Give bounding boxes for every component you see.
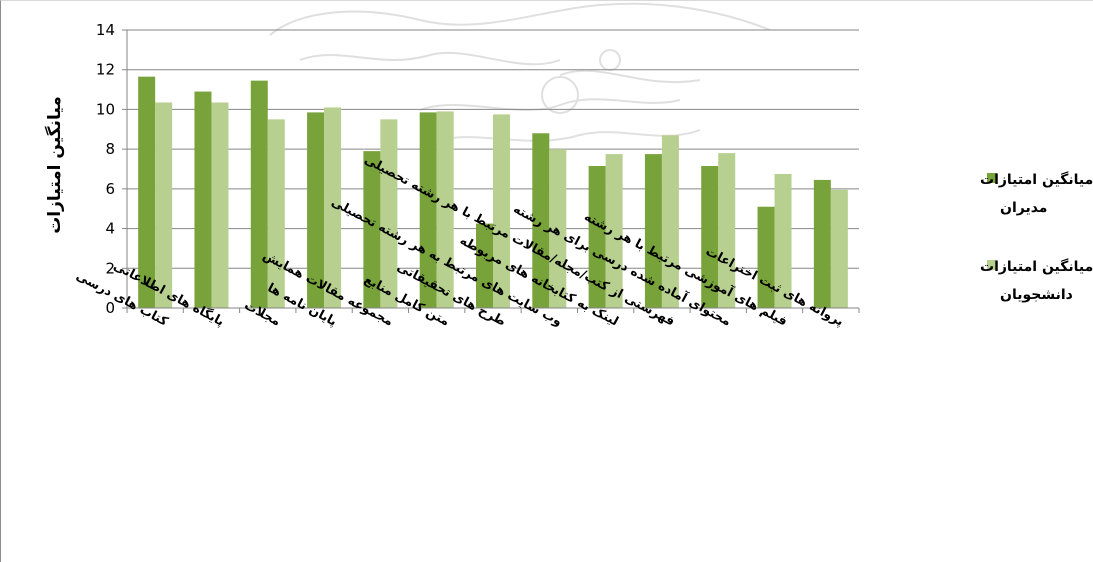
legend-label-2-line-2: دانشجویان	[1000, 287, 1073, 303]
bar-series-2	[493, 114, 510, 309]
legend-label-2-line-1: میانگین امتیازات	[980, 258, 1093, 275]
bar-series-2	[436, 111, 454, 309]
y-tick-label: 12	[96, 61, 115, 79]
legend: میانگین امتیازات مدیران میانگین امتیازات دا…	[980, 171, 1093, 303]
bar-series-1	[644, 154, 662, 308]
y-tick-label: 0	[105, 299, 115, 317]
bar-series-2	[155, 102, 173, 308]
legend-swatch-2	[987, 260, 997, 270]
bar-series-1	[307, 112, 325, 309]
y-tick-labels: 0 2 4 6 8 10 12 14	[96, 21, 115, 317]
bar-series-1	[588, 166, 606, 308]
y-axis-title: میانگین امتیازات	[44, 96, 65, 234]
bar-series-1	[194, 91, 212, 308]
bar-series-1	[701, 166, 719, 308]
bar-series-2	[549, 149, 567, 308]
bar-series-1	[363, 151, 381, 308]
bar-series-1	[138, 76, 156, 309]
axes	[122, 29, 859, 309]
legend-label-1-line-1: میانگین امتیازات	[980, 171, 1093, 188]
bar-series-2	[324, 107, 342, 308]
bar-series-1	[419, 112, 437, 309]
y-tick-label: 6	[105, 180, 115, 198]
bar-series-1	[757, 206, 775, 308]
y-tick-label: 14	[96, 21, 115, 39]
bar-series-1	[813, 179, 831, 308]
y-tick-label: 4	[105, 220, 115, 238]
legend-swatch-1	[987, 173, 997, 183]
bar-series-2	[661, 135, 679, 308]
bar-series-2	[774, 173, 792, 308]
y-tick-label: 8	[105, 140, 115, 158]
bar-series-1	[250, 80, 268, 308]
bar-series-1	[532, 133, 550, 308]
bar-series-1	[476, 223, 493, 308]
bar-series-2	[211, 102, 229, 308]
bar-series-2	[267, 119, 285, 308]
bars	[138, 76, 848, 309]
bar-series-2	[380, 119, 398, 308]
y-tick-label: 2	[105, 259, 115, 277]
bar-series-2	[718, 153, 736, 308]
legend-label-1-line-2: مدیران	[1000, 200, 1047, 216]
bar-series-2	[605, 154, 623, 308]
y-tick-label: 10	[96, 100, 115, 118]
bar-series-2	[830, 189, 848, 308]
